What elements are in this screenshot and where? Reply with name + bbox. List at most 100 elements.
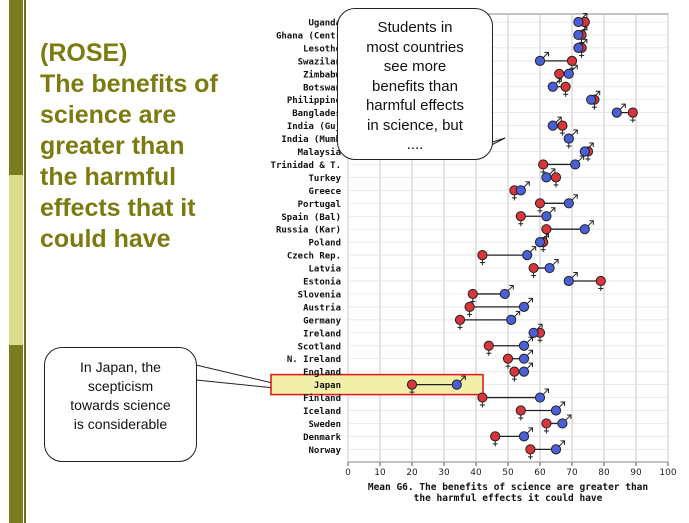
x-axis-label-line: Mean G6. The benefits of science are gre… bbox=[368, 482, 648, 493]
x-tick-label: 10 bbox=[374, 468, 386, 478]
male-symbol-stem bbox=[581, 13, 587, 20]
male-symbol-arrow bbox=[557, 116, 562, 122]
male-symbol-arrow bbox=[579, 155, 585, 160]
female-point bbox=[554, 68, 565, 79]
x-tick-label: 80 bbox=[598, 468, 610, 478]
male-symbol-arrow bbox=[582, 38, 588, 44]
category-label: England bbox=[303, 368, 341, 378]
male-symbol-stem bbox=[558, 402, 565, 408]
male-point bbox=[515, 185, 526, 196]
category-label: Poland bbox=[308, 239, 341, 249]
male-symbol-arrow bbox=[544, 51, 549, 57]
male-symbol-arrow bbox=[550, 207, 556, 212]
male-point bbox=[541, 172, 552, 183]
female-point bbox=[406, 379, 418, 390]
female-point bbox=[454, 314, 466, 325]
male-point bbox=[518, 353, 530, 364]
category-label: Banglades bbox=[292, 109, 341, 119]
title-line: greater than bbox=[40, 132, 185, 160]
male-symbol-arrow bbox=[515, 310, 521, 316]
category-label: Trinidad & T. bbox=[271, 160, 341, 171]
title-line: (ROSE) bbox=[40, 39, 128, 67]
side-bar-dark-bottom bbox=[9, 345, 23, 523]
male-point bbox=[563, 133, 574, 144]
male-point bbox=[611, 107, 622, 118]
male-symbol-stem bbox=[529, 246, 536, 253]
male-symbol-arrow bbox=[461, 375, 466, 381]
side-bar-light bbox=[9, 175, 23, 345]
male-point bbox=[579, 146, 590, 157]
category-label: Latvia bbox=[308, 264, 341, 275]
side-bar-dark-top bbox=[9, 0, 23, 175]
japan-callout: In Japan, the scepticism towards science… bbox=[44, 347, 197, 462]
male-point bbox=[573, 42, 584, 54]
male-point bbox=[563, 68, 574, 79]
female-point bbox=[566, 55, 578, 66]
male-point bbox=[579, 224, 590, 235]
male-symbol-stem bbox=[526, 298, 533, 305]
x-tick-label: 40 bbox=[470, 468, 482, 478]
male-symbol-arrow bbox=[557, 77, 562, 83]
male-symbol-stem bbox=[552, 259, 558, 266]
category-label: N. Ireland bbox=[287, 355, 341, 365]
title-line: effects that it bbox=[40, 194, 196, 222]
callout-line: In Japan, the bbox=[80, 359, 161, 375]
male-symbol-stem bbox=[571, 65, 578, 72]
side-bar-rule bbox=[24, 0, 26, 523]
male-symbol-stem bbox=[581, 26, 587, 33]
category-label: Slovenia bbox=[298, 289, 341, 300]
male-point bbox=[528, 327, 539, 338]
male-symbol-arrow bbox=[595, 90, 601, 96]
title-line: The benefits of bbox=[40, 70, 218, 98]
x-tick-label: 100 bbox=[659, 468, 676, 478]
female-point bbox=[550, 172, 562, 183]
category-label: Estonia bbox=[303, 277, 341, 288]
category-label: Ireland bbox=[303, 329, 341, 339]
callout-line: see more bbox=[383, 58, 447, 75]
callout-line: scepticism bbox=[87, 378, 154, 394]
female-point bbox=[595, 275, 606, 287]
category-label: Zimbabw bbox=[303, 69, 342, 80]
male-symbol-arrow bbox=[528, 427, 533, 432]
male-symbol-stem bbox=[571, 272, 578, 279]
title-line: could have bbox=[40, 225, 171, 253]
male-symbol-stem bbox=[459, 376, 466, 382]
x-tick-label: 50 bbox=[502, 468, 514, 478]
category-label: Botswan bbox=[303, 83, 341, 93]
male-symbol-stem bbox=[507, 285, 514, 292]
title-line: science are bbox=[40, 101, 177, 129]
category-label: Norway bbox=[308, 446, 341, 456]
category-label: Malaysia bbox=[298, 147, 341, 158]
male-point bbox=[550, 405, 562, 416]
male-symbol-stem bbox=[558, 440, 565, 447]
male-point bbox=[563, 275, 574, 287]
x-tick-label: 70 bbox=[566, 468, 578, 478]
female-point bbox=[464, 301, 475, 312]
female-point bbox=[534, 198, 546, 209]
female-point bbox=[477, 392, 488, 403]
male-point bbox=[534, 55, 546, 66]
female-point bbox=[528, 262, 539, 274]
category-label: Russia (Kar) bbox=[276, 225, 341, 236]
category-label: Germany bbox=[303, 316, 342, 326]
male-point bbox=[518, 301, 530, 312]
x-tick-label: 0 bbox=[345, 468, 351, 478]
male-symbol-arrow bbox=[550, 168, 556, 173]
category-label: Japan bbox=[314, 381, 341, 391]
female-point bbox=[541, 418, 552, 429]
female-point bbox=[538, 159, 549, 170]
male-symbol-stem bbox=[555, 78, 562, 85]
male-symbol-arrow bbox=[525, 181, 530, 186]
male-point bbox=[534, 237, 546, 248]
male-symbol-stem bbox=[513, 311, 520, 318]
category-label: India (Guj bbox=[287, 121, 341, 132]
callout-line: most countries bbox=[366, 38, 464, 56]
male-point bbox=[586, 94, 597, 105]
x-tick-label: 30 bbox=[438, 468, 450, 478]
callout-line: towards science bbox=[70, 397, 171, 413]
male-symbol-arrow bbox=[544, 233, 549, 238]
male-point bbox=[573, 29, 584, 41]
x-tick-label: 90 bbox=[630, 468, 642, 478]
category-label: Scotland bbox=[298, 342, 341, 352]
